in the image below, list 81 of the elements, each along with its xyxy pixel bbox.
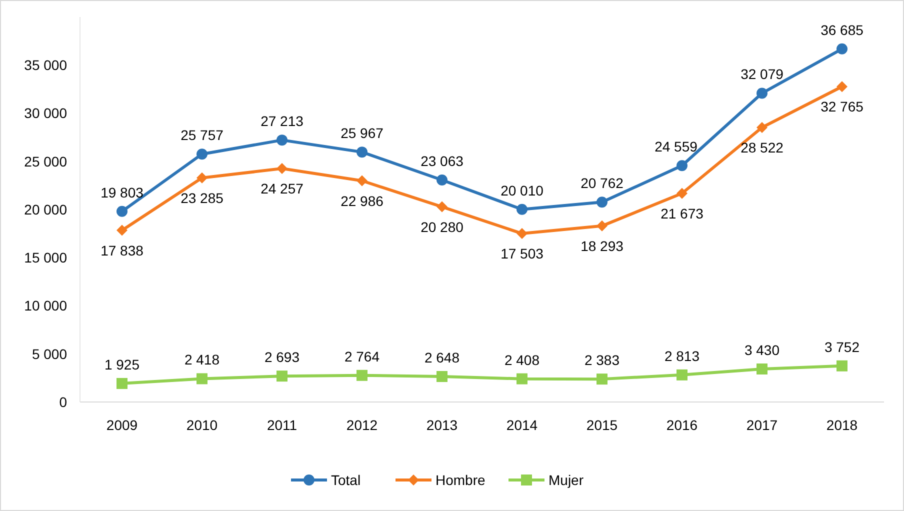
point: [196, 172, 208, 184]
data-label: 17 503: [500, 246, 544, 262]
y-tick-label: 0: [59, 394, 68, 410]
x-tick-label: 2010: [186, 417, 218, 433]
point: [596, 220, 608, 232]
data-label: 2 813: [664, 348, 700, 364]
point: [436, 174, 448, 186]
point: [756, 122, 768, 133]
x-tick-label: 2013: [426, 417, 458, 433]
point: [436, 371, 448, 382]
data-label: 21 673: [660, 205, 704, 222]
x-tick-label: 2012: [346, 417, 378, 433]
point: [276, 134, 288, 146]
y-tick-label: 15 000: [24, 250, 68, 266]
y-tick-label: 5 000: [32, 346, 68, 362]
data-label: 27 213: [260, 113, 304, 130]
data-label: 20 010: [500, 182, 544, 198]
data-label: 20 762: [580, 175, 624, 192]
point: [276, 370, 288, 382]
data-label: 32 765: [820, 98, 864, 115]
x-tick-label: 2014: [506, 417, 538, 433]
data-label: 25 757: [180, 127, 224, 144]
point: [836, 43, 848, 54]
x-tick-label: 2011: [266, 417, 298, 433]
data-label: 3 752: [824, 338, 860, 355]
point: [516, 228, 528, 240]
data-label: 2 693: [264, 349, 300, 366]
data-label: 18 293: [580, 238, 624, 254]
data-label: 17 838: [100, 242, 144, 258]
point: [516, 373, 528, 384]
data-label: 23 063: [420, 153, 464, 170]
point: [676, 188, 688, 199]
point: [116, 206, 128, 217]
data-label: 36 685: [820, 22, 864, 38]
x-tick-label: 2015: [586, 417, 618, 433]
data-label: 24 559: [654, 138, 698, 155]
y-tick-label: 25 000: [24, 153, 68, 170]
data-label: 1 925: [104, 356, 140, 372]
point: [836, 81, 848, 92]
data-label: 24 257: [260, 180, 304, 197]
point: [516, 204, 528, 215]
y-tick-label: 10 000: [24, 298, 68, 314]
data-label: 32 079: [740, 66, 784, 82]
data-label: 2 418: [184, 352, 220, 368]
data-label: 28 522: [740, 139, 784, 156]
x-tick-label: 2009: [106, 417, 138, 433]
point: [196, 373, 208, 384]
point: [756, 363, 768, 374]
point: [356, 370, 368, 381]
data-label: 2 764: [344, 348, 380, 364]
data-label: 2 648: [424, 350, 460, 366]
point: [356, 175, 368, 186]
point: [836, 360, 848, 372]
legend-label: Total: [331, 472, 361, 488]
legend-label: Hombre: [436, 472, 486, 488]
point: [596, 374, 608, 385]
point: [116, 224, 128, 236]
x-tick-label: 2017: [746, 417, 778, 433]
x-tick-label: 2016: [666, 417, 698, 433]
data-label: 23 285: [180, 190, 224, 206]
data-label: 2 383: [584, 352, 620, 368]
point: [676, 160, 688, 172]
data-label: 3 430: [744, 342, 780, 358]
point: [116, 378, 128, 389]
point: [276, 163, 288, 174]
point: [436, 201, 448, 212]
y-tick-label: 20 000: [24, 201, 68, 218]
data-label: 20 280: [420, 218, 464, 235]
legend-label: Mujer: [548, 472, 584, 488]
data-label: 2 408: [504, 352, 540, 368]
data-label: 22 986: [340, 192, 384, 209]
point: [356, 146, 368, 158]
y-tick-label: 30 000: [24, 105, 68, 122]
point: [596, 196, 608, 208]
y-tick-label: 35 000: [24, 57, 68, 74]
x-tick-label: 2018: [826, 417, 858, 433]
point: [756, 88, 768, 99]
data-label: 19 803: [100, 184, 144, 200]
point: [676, 369, 688, 380]
data-label: 25 967: [340, 125, 384, 142]
point: [196, 148, 208, 160]
